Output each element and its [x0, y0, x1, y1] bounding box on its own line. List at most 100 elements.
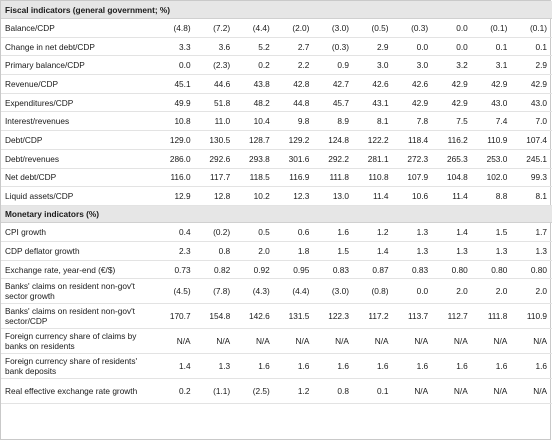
table-cell: 3.0: [353, 55, 394, 76]
table-cell: 1.3: [512, 241, 552, 261]
table-cell: 10.4: [235, 111, 275, 132]
table-cell: 42.9: [472, 74, 513, 94]
table-cell: 11.4: [353, 186, 394, 206]
row-label: CPI growth: [1, 222, 156, 243]
table-cell: 117.2: [353, 303, 394, 330]
table-cell: 1.5: [472, 222, 513, 243]
table-cell: 8.1: [512, 186, 552, 206]
table-row: Foreign currency share of residents' ban…: [1, 353, 552, 380]
row-label: Foreign currency share of claims by bank…: [1, 328, 156, 355]
row-label: Debt/CDP: [1, 130, 156, 150]
table-cell: (4.4): [274, 278, 315, 305]
row-label: CDP deflator growth: [1, 241, 156, 261]
table-cell: N/A: [512, 328, 552, 355]
table-cell: 1.6: [433, 353, 473, 380]
table-cell: 1.6: [274, 353, 315, 380]
table-cell: (0.5): [353, 18, 394, 38]
row-label: Real effective exchange rate growth: [1, 378, 156, 405]
table-cell: 292.6: [195, 149, 236, 169]
table-cell: 1.3: [393, 222, 434, 243]
table-cell: 8.1: [353, 111, 394, 132]
table-cell: 1.3: [393, 241, 434, 261]
table-cell: 0.80: [472, 260, 513, 280]
table-cell: 1.3: [433, 241, 473, 261]
table-cell: 1.4: [433, 222, 473, 243]
table-row: Revenue/CDP 45.1 44.6 43.8 42.8 42.7 42.6 42.6 4…: [1, 74, 552, 94]
table-cell: 129.0: [156, 130, 196, 150]
table-cell: 1.6: [314, 222, 354, 243]
table-cell: 1.6: [235, 353, 275, 380]
table-row: Net debt/CDP 116.0 117.7 118.5 116.9 111.8 110…: [1, 168, 552, 188]
table-cell: 2.0: [235, 241, 275, 261]
table-row: Exchange rate, year-end (€/$) 0.73 0.82 0.9…: [1, 260, 552, 280]
table-cell: 1.6: [512, 353, 552, 380]
table-cell: 2.0: [512, 278, 552, 305]
row-label: Change in net debt/CDP: [1, 37, 156, 57]
table-cell: 117.7: [195, 168, 236, 188]
table-cell: 10.2: [235, 186, 275, 206]
table-cell: 1.8: [274, 241, 315, 261]
table-cell: 0.1: [472, 37, 513, 57]
table-cell: 0.6: [274, 222, 315, 243]
table-row: CPI growth 0.4 (0.2) 0.5 0.6 1.6 1.2 1.3 1.4 1.5 1…: [1, 222, 552, 243]
table-cell: 102.0: [472, 168, 513, 188]
table-cell: 116.0: [156, 168, 196, 188]
table-cell: (4.8): [156, 18, 196, 38]
table-cell: 265.3: [433, 149, 473, 169]
table-cell: (4.3): [235, 278, 275, 305]
table-cell: 129.2: [274, 130, 315, 150]
table-cell: 253.0: [472, 149, 513, 169]
table-cell: 44.6: [195, 74, 236, 94]
table-cell: 12.9: [156, 186, 196, 206]
table-cell: 107.9: [393, 168, 434, 188]
table-cell: 43.8: [235, 74, 275, 94]
section-header: Fiscal indicators (general government; %…: [1, 1, 552, 19]
table-cell: 1.5: [314, 241, 354, 261]
table-cell: 13.0: [314, 186, 354, 206]
table-cell: 116.9: [274, 168, 315, 188]
row-label: Foreign currency share of residents' ban…: [1, 353, 156, 380]
table-cell: 43.0: [472, 93, 513, 113]
table-cell: 286.0: [156, 149, 196, 169]
row-label: Liquid assets/CDP: [1, 186, 156, 206]
table-cell: 3.2: [433, 55, 473, 76]
table-cell: 281.1: [353, 149, 394, 169]
table-cell: 110.9: [472, 130, 513, 150]
table-cell: 122.3: [314, 303, 354, 330]
table-cell: 0.1: [512, 37, 552, 57]
table-cell: 7.8: [393, 111, 434, 132]
table-cell: 3.6: [195, 37, 236, 57]
table-cell: (3.0): [314, 278, 354, 305]
table-cell: 0.9: [314, 55, 354, 76]
row-label: Net debt/CDP: [1, 168, 156, 188]
table-cell: 245.1: [512, 149, 552, 169]
table-row: Change in net debt/CDP 3.3 3.6 5.2 2.7 (0.3) 2…: [1, 37, 552, 57]
table-cell: (3.0): [314, 18, 354, 38]
table-cell: 1.6: [353, 353, 394, 380]
table-cell: 1.3: [472, 241, 513, 261]
table-cell: 0.0: [433, 37, 473, 57]
table-cell: 7.4: [472, 111, 513, 132]
table-cell: 1.6: [472, 353, 513, 380]
table-cell: N/A: [353, 328, 394, 355]
table-cell: 43.0: [512, 93, 552, 113]
row-label: Debt/revenues: [1, 149, 156, 169]
table-cell: 110.8: [353, 168, 394, 188]
table-cell: 43.1: [353, 93, 394, 113]
table-cell: 42.9: [433, 93, 473, 113]
table-cell: 7.5: [433, 111, 473, 132]
table-cell: N/A: [472, 378, 513, 405]
table-cell: N/A: [393, 328, 434, 355]
table-cell: 142.6: [235, 303, 275, 330]
table-cell: 292.2: [314, 149, 354, 169]
table-cell: 0.80: [433, 260, 473, 280]
table-cell: (1.1): [195, 378, 236, 405]
table-cell: (0.3): [314, 37, 354, 57]
table-cell: 45.7: [314, 93, 354, 113]
table-cell: N/A: [156, 328, 196, 355]
table-cell: 2.0: [472, 278, 513, 305]
row-label: Revenue/CDP: [1, 74, 156, 94]
table-cell: 8.9: [314, 111, 354, 132]
table-cell: N/A: [433, 328, 473, 355]
